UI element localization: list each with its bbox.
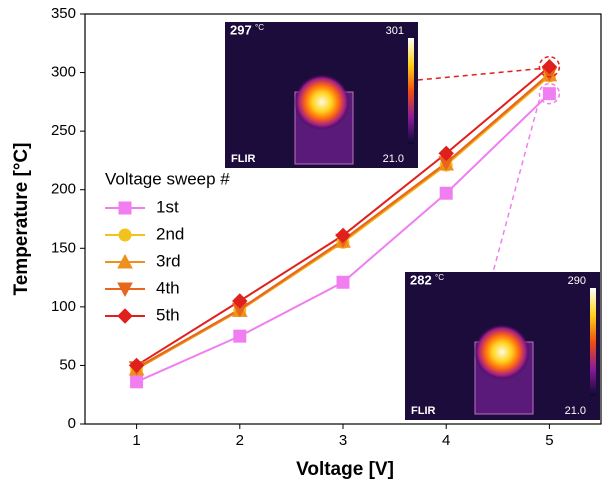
x-tick-label: 5 (545, 432, 553, 449)
marker (130, 375, 144, 389)
y-tick-label: 50 (59, 356, 76, 373)
callout-circle (538, 55, 561, 78)
y-tick-label: 300 (51, 64, 76, 81)
y-tick-label: 250 (51, 122, 76, 139)
legend-label: 2nd (156, 224, 184, 243)
callout-line (417, 67, 540, 81)
marker (541, 59, 558, 75)
inset-max: 301 (386, 25, 404, 37)
callout-circle (538, 82, 561, 105)
marker (232, 293, 248, 309)
y-tick-label: 350 (51, 5, 76, 22)
thermal-image: 297 °C 301 21.0 FLIR (225, 22, 418, 168)
legend-label: 3rd (156, 251, 181, 270)
legend-label: 5th (156, 305, 180, 324)
inset-reading: 297 (230, 22, 252, 37)
x-tick-label: 3 (339, 432, 347, 449)
marker (233, 329, 247, 343)
marker (128, 357, 145, 374)
x-tick-label: 2 (236, 432, 244, 449)
hot-spot (474, 324, 530, 380)
inset-unit: °C (255, 23, 264, 32)
thermal-image: 282 °C 290 21.0 FLIR (405, 272, 600, 420)
marker (118, 228, 132, 242)
y-tick-label: 0 (68, 415, 76, 432)
callout-line (484, 99, 541, 303)
inset-unit: °C (435, 273, 444, 282)
color-bar (408, 38, 414, 144)
inset-min: 21.0 (565, 405, 586, 417)
hot-spot (294, 74, 350, 130)
marker (542, 87, 556, 101)
marker (335, 227, 351, 244)
inset-brand: FLIR (231, 153, 255, 165)
y-tick-label: 200 (51, 181, 76, 198)
y-tick-label: 150 (51, 239, 76, 256)
y-tick-label: 100 (51, 298, 76, 315)
color-bar (590, 288, 596, 396)
marker (117, 253, 133, 269)
x-tick-label: 1 (132, 432, 140, 449)
marker (336, 275, 350, 289)
y-axis-title: Temperature [°C] (11, 143, 32, 296)
marker (117, 282, 133, 298)
legend-title: Voltage sweep # (105, 169, 230, 188)
marker (118, 201, 132, 215)
marker (117, 308, 133, 324)
inset-max: 290 (568, 275, 586, 287)
x-tick-label: 4 (442, 432, 450, 449)
legend-label: 1st (156, 197, 179, 216)
legend-label: 4th (156, 278, 180, 297)
inset-min: 21.0 (383, 153, 404, 165)
inset-reading: 282 (410, 272, 432, 287)
marker (438, 145, 454, 162)
marker (439, 186, 453, 200)
inset-brand: FLIR (411, 405, 435, 417)
x-axis-title: Voltage [V] (296, 459, 394, 480)
